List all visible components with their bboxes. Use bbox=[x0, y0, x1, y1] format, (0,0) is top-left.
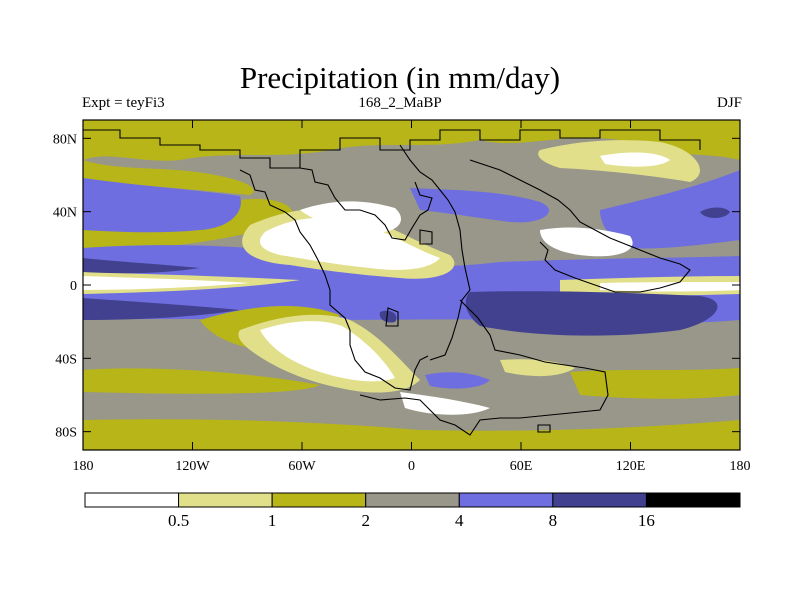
colorbar-swatch bbox=[645, 492, 741, 508]
y-tick-label: 80N bbox=[53, 132, 77, 147]
colorbar-swatch bbox=[458, 492, 554, 508]
precip-asia-dry bbox=[540, 227, 633, 257]
colorbar: 0.5 1 2 4 8 16 bbox=[84, 492, 741, 530]
colorbar-label: 1 bbox=[268, 511, 277, 530]
coast-americas-west bbox=[239, 169, 429, 391]
precip-core-east bbox=[700, 207, 730, 218]
colorbar-swatch bbox=[271, 492, 367, 508]
precip-storm-east bbox=[600, 170, 740, 249]
precip-sh-yellow-east bbox=[570, 368, 740, 399]
y-axis: 80N 40N 0 40S 80S bbox=[53, 132, 740, 441]
x-tick-label: 60W bbox=[288, 459, 316, 474]
precip-sh-yellow-b bbox=[83, 368, 320, 394]
precip-arctic-dry bbox=[600, 152, 670, 167]
coast-island-c bbox=[537, 424, 551, 433]
colorbar-swatch bbox=[552, 492, 647, 508]
colorbar-label: 2 bbox=[361, 511, 370, 530]
precip-antarctic-yellow bbox=[83, 419, 740, 450]
precip-core-a bbox=[83, 258, 200, 274]
colorbar-label: 4 bbox=[455, 511, 464, 530]
precip-eq-dry-east bbox=[600, 282, 740, 292]
precip-core-small bbox=[379, 310, 397, 323]
y-tick-label: 40N bbox=[53, 206, 77, 221]
colorbar-swatch bbox=[178, 492, 273, 508]
chart-title: Precipitation (in mm/day) bbox=[239, 60, 561, 95]
y-tick-label: 40S bbox=[55, 352, 77, 367]
colorbar-swatch bbox=[84, 492, 180, 508]
experiment-label: Expt = teyFi3 bbox=[82, 95, 165, 111]
coast-south bbox=[359, 299, 609, 436]
colorbar-label: 0.5 bbox=[168, 511, 189, 530]
x-tick-label: 180 bbox=[73, 459, 94, 474]
precip-nafrica-dry bbox=[300, 201, 401, 233]
precip-core-indo bbox=[465, 291, 718, 336]
precip-sahara-dry bbox=[260, 217, 440, 270]
coast-americas-east bbox=[299, 167, 433, 241]
x-tick-label: 180 bbox=[730, 459, 751, 474]
x-tick-label: 120W bbox=[175, 459, 210, 474]
precip-core-b bbox=[83, 298, 240, 320]
y-tick-label: 0 bbox=[70, 279, 77, 294]
continent-outlines bbox=[83, 129, 701, 436]
precip-eq-dry bbox=[83, 276, 250, 290]
colorbar-label: 16 bbox=[638, 511, 655, 530]
x-axis: 180 120W 60W 0 60E 120E 180 bbox=[73, 120, 751, 474]
coast-africa bbox=[399, 144, 471, 361]
precip-sh-dry bbox=[260, 321, 395, 382]
x-tick-label: 60E bbox=[510, 459, 533, 474]
coast-island-a bbox=[385, 307, 399, 327]
coast-island-b bbox=[419, 229, 433, 245]
y-tick-label: 80S bbox=[55, 426, 77, 441]
coast-arctic bbox=[83, 129, 701, 169]
colorbar-label: 8 bbox=[549, 511, 558, 530]
colorbar-swatch bbox=[365, 492, 460, 508]
x-tick-label: 120E bbox=[616, 459, 646, 474]
precip-storm-pacific bbox=[83, 178, 241, 233]
precip-band-nh-a bbox=[83, 160, 254, 195]
coast-asia bbox=[469, 159, 691, 293]
precip-sh-dry-b bbox=[400, 392, 490, 415]
precip-sh-blue bbox=[425, 372, 490, 389]
season-label: DJF bbox=[716, 95, 742, 111]
x-tick-label: 0 bbox=[408, 459, 415, 474]
precip-field bbox=[83, 120, 740, 450]
period-label: 168_2_MaBP bbox=[358, 95, 442, 111]
